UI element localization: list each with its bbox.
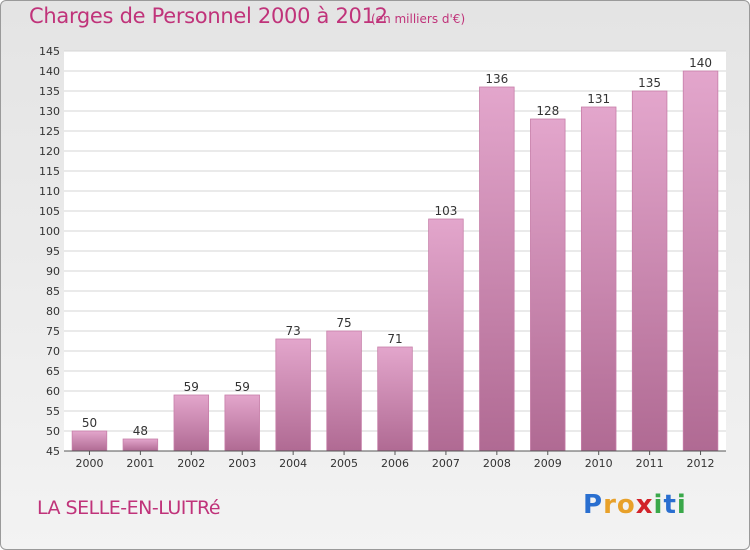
y-tick-label: 145 bbox=[39, 45, 60, 58]
y-tick-label: 45 bbox=[46, 445, 60, 458]
y-tick-label: 65 bbox=[46, 365, 60, 378]
value-label: 128 bbox=[536, 104, 559, 118]
y-tick-label: 110 bbox=[39, 185, 60, 198]
y-tick-label: 140 bbox=[39, 65, 60, 78]
y-tick-label: 80 bbox=[46, 305, 60, 318]
bar-2012 bbox=[682, 70, 719, 452]
x-axis-labels: 2000 2001 2002 2003 2004 2005 2006 2007 2008 2009… bbox=[75, 451, 715, 470]
x-tick-label: 2003 bbox=[228, 457, 256, 470]
bar-2009 bbox=[530, 118, 566, 452]
x-tick-label: 2004 bbox=[279, 457, 307, 470]
y-tick-label: 70 bbox=[46, 345, 60, 358]
chart-subtitle: (en milliers d'€) bbox=[371, 12, 466, 26]
value-label: 140 bbox=[689, 56, 712, 70]
bar-2007 bbox=[428, 218, 464, 452]
y-tick-label: 120 bbox=[39, 145, 60, 158]
bar-2003 bbox=[224, 394, 260, 452]
logo-letter: i bbox=[676, 490, 687, 520]
x-tick-label: 2010 bbox=[585, 457, 613, 470]
y-tick-label: 50 bbox=[46, 425, 60, 438]
x-tick-label: 2008 bbox=[483, 457, 511, 470]
logo-letter: i bbox=[653, 490, 664, 520]
value-label: 73 bbox=[286, 324, 301, 338]
bar-2005 bbox=[326, 330, 362, 452]
value-label: 48 bbox=[133, 424, 148, 438]
logo-letter: o bbox=[616, 490, 636, 520]
logo-letter: t bbox=[663, 490, 677, 520]
y-tick-label: 135 bbox=[39, 85, 60, 98]
logo-letter: x bbox=[635, 490, 654, 520]
bar-2001 bbox=[122, 438, 159, 452]
value-label: 50 bbox=[82, 416, 97, 430]
bar-2010 bbox=[580, 106, 617, 452]
bar-2002 bbox=[173, 394, 210, 452]
value-label: 131 bbox=[587, 92, 610, 106]
x-tick-label: 2006 bbox=[381, 457, 409, 470]
bar-2008 bbox=[479, 86, 515, 452]
y-tick-label: 105 bbox=[39, 205, 60, 218]
y-tick-label: 55 bbox=[46, 405, 60, 418]
bar-2004 bbox=[275, 338, 311, 452]
commune-name: LA SELLE-EN-LUITRé bbox=[37, 497, 221, 519]
logo-letter: P bbox=[583, 490, 604, 520]
x-tick-label: 2007 bbox=[432, 457, 460, 470]
proxiti-logo: Proxiti bbox=[583, 490, 687, 520]
x-tick-label: 2001 bbox=[126, 457, 154, 470]
x-tick-label: 2000 bbox=[75, 457, 103, 470]
chart-title: Charges de Personnel 2000 à 2012 bbox=[29, 4, 388, 28]
x-tick-label: 2005 bbox=[330, 457, 358, 470]
value-label: 75 bbox=[336, 316, 351, 330]
y-tick-label: 60 bbox=[46, 385, 60, 398]
bars bbox=[71, 70, 719, 452]
bar-2011 bbox=[631, 90, 668, 452]
x-tick-label: 2009 bbox=[534, 457, 562, 470]
value-label: 59 bbox=[184, 380, 199, 394]
x-tick-label: 2012 bbox=[687, 457, 715, 470]
y-tick-label: 85 bbox=[46, 285, 60, 298]
value-label: 59 bbox=[235, 380, 250, 394]
value-label: 71 bbox=[387, 332, 402, 346]
value-labels: 50 48 59 59 73 75 71 103 136 128 131 135 140 bbox=[82, 56, 712, 438]
x-tick-label: 2011 bbox=[636, 457, 664, 470]
value-label: 136 bbox=[485, 72, 508, 86]
y-tick-label: 75 bbox=[46, 325, 60, 338]
y-tick-label: 100 bbox=[39, 225, 60, 238]
y-tick-label: 90 bbox=[46, 265, 60, 278]
x-tick-label: 2002 bbox=[177, 457, 205, 470]
bar-2000 bbox=[71, 430, 108, 452]
value-label: 103 bbox=[434, 204, 457, 218]
y-tick-label: 115 bbox=[39, 165, 60, 178]
logo-letter: r bbox=[603, 490, 617, 520]
value-label: 135 bbox=[638, 76, 661, 90]
y-tick-label: 130 bbox=[39, 105, 60, 118]
y-tick-label: 125 bbox=[39, 125, 60, 138]
y-tick-label: 95 bbox=[46, 245, 60, 258]
bar-2006 bbox=[377, 346, 413, 452]
y-axis-labels: 45 50 55 60 65 70 75 80 85 90 95 100 105 110 115 120 125… bbox=[39, 45, 60, 458]
